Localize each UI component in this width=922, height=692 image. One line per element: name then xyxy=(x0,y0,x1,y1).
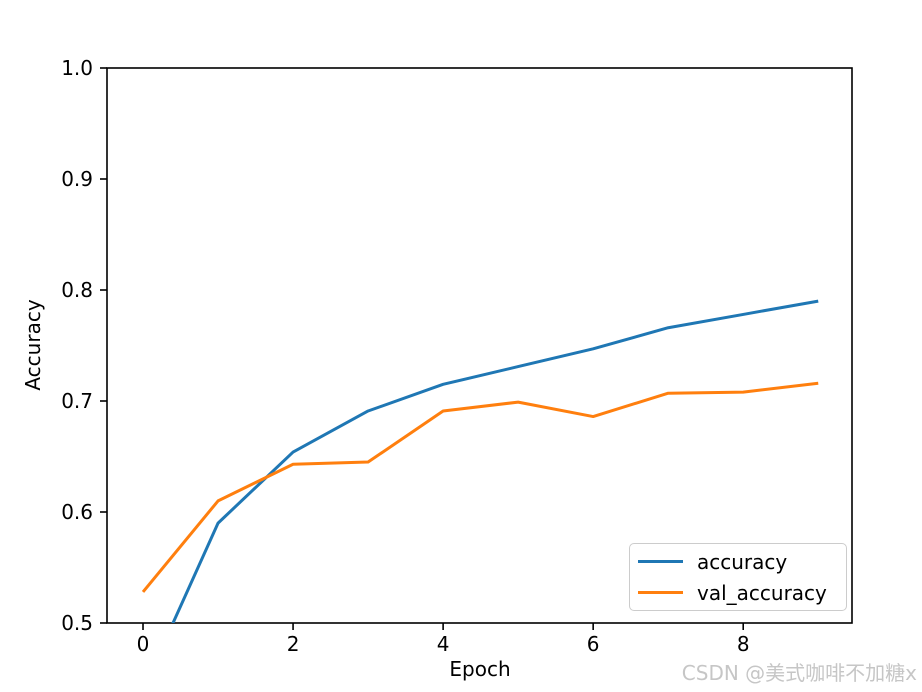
axes-spines xyxy=(106,67,853,624)
val-accuracy-line xyxy=(141,381,819,593)
y-tick-label: 0.9 xyxy=(61,167,93,191)
watermark: CSDN @美式咖啡不加糖x xyxy=(681,661,917,685)
y-axis-title: Accuracy xyxy=(21,299,45,391)
y-tick-label: 0.5 xyxy=(61,611,93,635)
y-tick-label: 0.8 xyxy=(61,278,93,302)
legend-item-accuracy: accuracy xyxy=(638,550,838,574)
legend-label-val-accuracy: val_accuracy xyxy=(697,580,827,605)
legend-item-val-accuracy: val_accuracy xyxy=(638,581,838,605)
y-tick-label: 0.7 xyxy=(61,389,93,413)
x-axis-title: Epoch xyxy=(449,657,511,681)
x-tick-label: 6 xyxy=(587,632,600,656)
y-tick-label: 0.6 xyxy=(61,500,93,524)
legend-label-accuracy: accuracy xyxy=(697,549,788,574)
accuracy-line-swatch xyxy=(638,560,683,563)
x-tick-label: 2 xyxy=(287,632,300,656)
y-tick-label: 1.0 xyxy=(61,56,93,80)
val-accuracy-line-swatch xyxy=(638,591,683,594)
x-tick-label: 0 xyxy=(137,632,150,656)
legend: accuracy val_accuracy xyxy=(629,543,847,611)
accuracy-line xyxy=(171,299,819,623)
x-tick-label: 8 xyxy=(737,632,750,656)
x-tick-label: 4 xyxy=(437,632,450,656)
